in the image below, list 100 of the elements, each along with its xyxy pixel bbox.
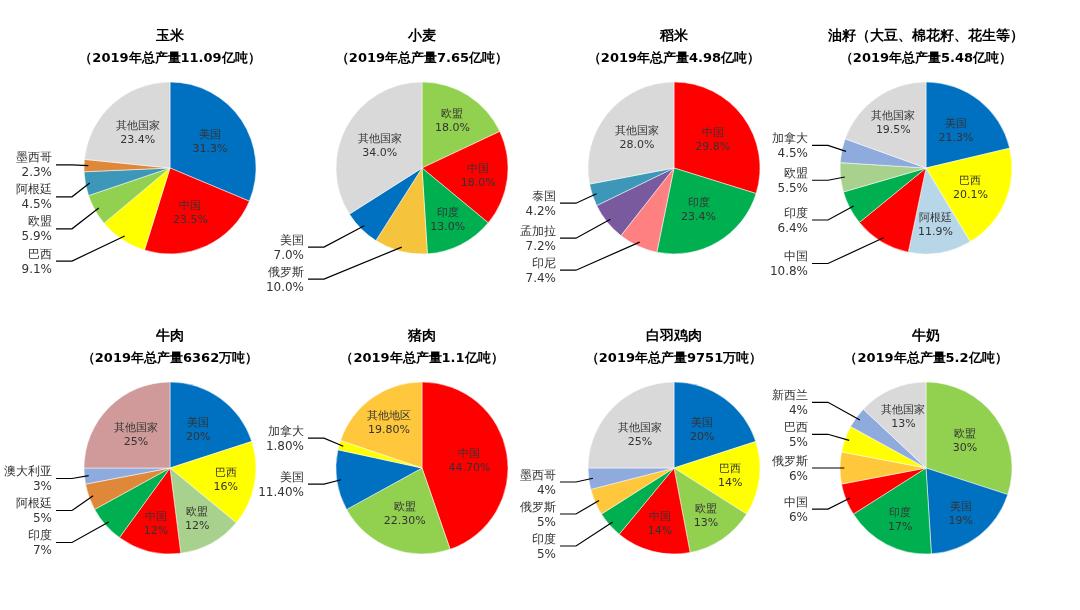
slice-label: 欧盟 bbox=[784, 165, 808, 180]
data-label: 23.4% bbox=[120, 133, 156, 147]
data-label: 9.1% bbox=[21, 261, 52, 276]
slice-label: 美国 bbox=[949, 499, 972, 513]
slice-label: 加拿大 bbox=[772, 130, 808, 145]
data-label: 25% bbox=[123, 434, 149, 448]
data-label: 23.5% bbox=[172, 212, 208, 226]
data-label: 19% bbox=[948, 513, 974, 527]
data-label: 5% bbox=[788, 434, 808, 449]
data-label: 16% bbox=[213, 479, 238, 493]
slice-label: 加拿大 bbox=[268, 423, 304, 438]
slice-label: 印度 bbox=[532, 531, 556, 546]
data-label: 34.0% bbox=[362, 145, 398, 159]
slice-label: 印度 bbox=[687, 196, 710, 210]
slice-label: 中国 bbox=[467, 162, 490, 176]
data-label: 19.80% bbox=[367, 422, 410, 436]
data-label: 31.3% bbox=[192, 142, 228, 156]
slice-label: 美国 bbox=[691, 416, 714, 430]
data-label: 10.8% bbox=[769, 264, 808, 279]
slice-label: 欧盟 bbox=[393, 499, 416, 513]
data-label: 2.3% bbox=[21, 165, 52, 180]
data-label: 7.2% bbox=[525, 238, 556, 253]
data-label: 30% bbox=[952, 440, 978, 454]
slice-label: 印度 bbox=[784, 205, 808, 220]
chart-subtitle: （2019年总产量5.48亿吨） bbox=[839, 50, 1013, 65]
data-label: 14% bbox=[718, 476, 743, 490]
data-label: 7.0% bbox=[273, 247, 304, 262]
data-label: 22.30% bbox=[383, 513, 426, 527]
chart-subtitle: （2019年总产量11.09亿吨） bbox=[79, 50, 261, 65]
chart-title: 牛奶 bbox=[911, 327, 940, 343]
slice-label: 其他国家 bbox=[881, 402, 926, 416]
slice-label: 阿根廷 bbox=[16, 496, 52, 511]
slice-label: 阿根廷 bbox=[918, 210, 952, 224]
slice-label: 印度 bbox=[436, 205, 459, 219]
data-label: 29.8% bbox=[695, 140, 731, 154]
slice-label: 美国 bbox=[944, 117, 967, 131]
chart-title: 牛肉 bbox=[155, 327, 184, 343]
slice-label: 其他国家 bbox=[871, 108, 916, 122]
data-label: 12% bbox=[185, 518, 210, 532]
slice-label: 孟加拉 bbox=[520, 223, 556, 238]
data-label: 21.3% bbox=[938, 131, 974, 145]
chart-subtitle: （2019年总产量1.1亿吨） bbox=[340, 350, 504, 365]
slice-label: 欧盟 bbox=[441, 107, 464, 121]
slice-label: 其他国家 bbox=[357, 131, 402, 145]
chart-title: 猪肉 bbox=[407, 327, 436, 343]
slice-label: 泰国 bbox=[532, 188, 556, 203]
data-label: 4.2% bbox=[525, 203, 556, 218]
chart-title: 油籽（大豆、棉花籽、花生等） bbox=[827, 27, 1024, 43]
data-label: 28.0% bbox=[619, 138, 655, 152]
slice-label: 巴西 bbox=[959, 173, 982, 187]
slice-label: 阿根廷 bbox=[16, 182, 52, 197]
slice-label: 欧盟 bbox=[953, 426, 976, 440]
slice-label: 巴西 bbox=[214, 465, 237, 479]
data-label: 1.80% bbox=[265, 438, 304, 453]
slice-label: 欧盟 bbox=[186, 504, 209, 518]
data-label: 13% bbox=[693, 515, 719, 529]
slice-label: 俄罗斯 bbox=[772, 453, 808, 468]
data-label: 5% bbox=[536, 514, 556, 529]
data-label: 3% bbox=[32, 479, 52, 494]
slice-label: 其他国家 bbox=[113, 420, 158, 434]
data-label: 11.40% bbox=[258, 484, 304, 499]
data-label: 20% bbox=[690, 430, 715, 444]
data-label: 5.5% bbox=[777, 180, 808, 195]
data-label: 5% bbox=[536, 546, 556, 561]
data-label: 4.5% bbox=[21, 197, 52, 212]
slice-label: 中国 bbox=[458, 447, 481, 461]
slice-label: 俄罗斯 bbox=[268, 264, 304, 279]
data-label: 14% bbox=[647, 523, 673, 537]
chart-subtitle: （2019年总产量7.65亿吨） bbox=[335, 50, 509, 65]
data-label: 18.0% bbox=[434, 121, 470, 135]
data-label: 12% bbox=[143, 523, 169, 537]
slice-label: 巴西 bbox=[28, 246, 52, 261]
slice-label: 欧盟 bbox=[694, 501, 717, 515]
slice-label: 墨西哥 bbox=[16, 150, 52, 165]
data-label: 13% bbox=[891, 416, 916, 430]
data-label: 23.4% bbox=[681, 210, 716, 224]
data-label: 11.9% bbox=[917, 224, 953, 238]
data-label: 20% bbox=[186, 430, 211, 444]
slice-label: 其他国家 bbox=[617, 420, 662, 434]
slice-label: 印尼 bbox=[532, 255, 556, 270]
slice-label: 美国 bbox=[187, 416, 210, 430]
slice-label: 印度 bbox=[889, 505, 912, 519]
slice-label: 新西兰 bbox=[772, 387, 808, 402]
chart-title: 玉米 bbox=[155, 27, 185, 43]
data-label: 25% bbox=[627, 434, 653, 448]
data-label: 5.9% bbox=[21, 229, 52, 244]
data-label: 18.0% bbox=[460, 176, 496, 190]
data-label: 20.1% bbox=[952, 187, 988, 201]
chart-subtitle: （2019年总产量6362万吨） bbox=[81, 350, 259, 365]
data-label: 4% bbox=[788, 402, 808, 417]
chart-title: 小麦 bbox=[407, 27, 436, 43]
data-label: 17% bbox=[888, 519, 913, 533]
chart-title: 稻米 bbox=[659, 27, 689, 43]
slice-label: 巴西 bbox=[719, 462, 742, 476]
slice-label: 墨西哥 bbox=[520, 467, 556, 482]
data-label: 7% bbox=[32, 543, 52, 558]
slice-label: 美国 bbox=[199, 128, 222, 142]
chart-subtitle: （2019年总产量4.98亿吨） bbox=[587, 50, 761, 65]
slice-label: 中国 bbox=[648, 509, 671, 523]
slice-label: 巴西 bbox=[784, 419, 808, 434]
